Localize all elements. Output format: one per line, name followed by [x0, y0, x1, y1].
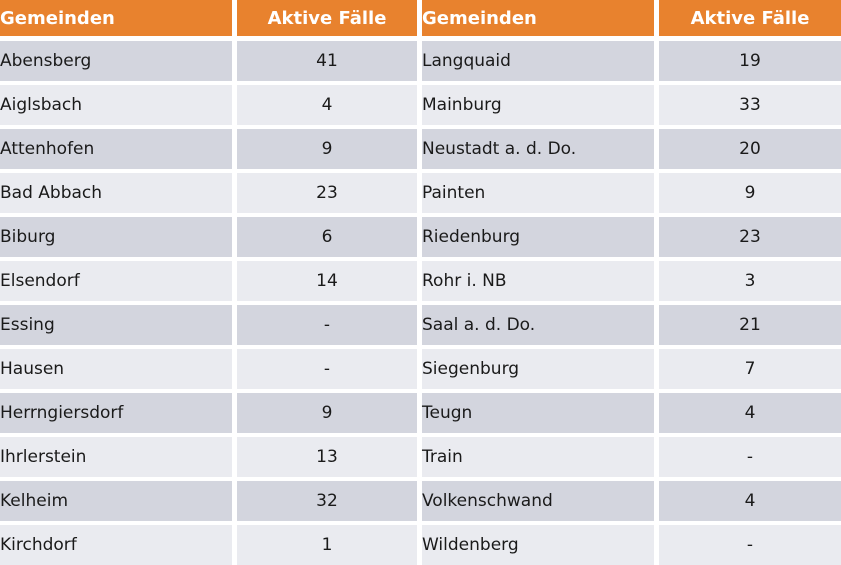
- table-row: Ihrlerstein 13 Train -: [0, 437, 841, 481]
- cases-cell: 7: [659, 349, 841, 393]
- gemeinde-cell: Aiglsbach: [0, 85, 237, 129]
- cases-cell: 32: [237, 481, 422, 525]
- gemeinde-cell: Teugn: [422, 393, 659, 437]
- gemeinde-cell: Kelheim: [0, 481, 237, 525]
- gemeinde-cell: Neustadt a. d. Do.: [422, 129, 659, 173]
- cases-cell: 6: [237, 217, 422, 261]
- gemeinde-cell: Saal a. d. Do.: [422, 305, 659, 349]
- cases-cell: 20: [659, 129, 841, 173]
- gemeinde-cell: Hausen: [0, 349, 237, 393]
- gemeinde-cell: Riedenburg: [422, 217, 659, 261]
- cases-cell: 21: [659, 305, 841, 349]
- table-row: Essing - Saal a. d. Do. 21: [0, 305, 841, 349]
- cases-cell: 33: [659, 85, 841, 129]
- cases-cell: 9: [237, 393, 422, 437]
- header-gemeinden-right: Gemeinden: [422, 0, 659, 41]
- table-header: Gemeinden Aktive Fälle Gemeinden Aktive …: [0, 0, 841, 41]
- table-row: Bad Abbach 23 Painten 9: [0, 173, 841, 217]
- gemeinde-cell: Siegenburg: [422, 349, 659, 393]
- gemeinde-cell: Kirchdorf: [0, 525, 237, 565]
- gemeinde-cell: Ihrlerstein: [0, 437, 237, 481]
- gemeinde-cell: Attenhofen: [0, 129, 237, 173]
- gemeinde-cell: Painten: [422, 173, 659, 217]
- header-row: Gemeinden Aktive Fälle Gemeinden Aktive …: [0, 0, 841, 41]
- table-row: Abensberg 41 Langquaid 19: [0, 41, 841, 85]
- table-row: Elsendorf 14 Rohr i. NB 3: [0, 261, 841, 305]
- gemeinde-cell: Herrngiersdorf: [0, 393, 237, 437]
- cases-cell: 23: [659, 217, 841, 261]
- header-aktive-faelle-left: Aktive Fälle: [237, 0, 422, 41]
- cases-cell: 4: [659, 481, 841, 525]
- cases-cell: -: [237, 305, 422, 349]
- gemeinde-cell: Rohr i. NB: [422, 261, 659, 305]
- gemeinde-cell: Abensberg: [0, 41, 237, 85]
- cases-cell: -: [237, 349, 422, 393]
- gemeinde-cell: Essing: [0, 305, 237, 349]
- table-row: Biburg 6 Riedenburg 23: [0, 217, 841, 261]
- table-row: Hausen - Siegenburg 7: [0, 349, 841, 393]
- cases-cell: 1: [237, 525, 422, 565]
- gemeinde-cell: Biburg: [0, 217, 237, 261]
- table-row: Herrngiersdorf 9 Teugn 4: [0, 393, 841, 437]
- cases-cell: 41: [237, 41, 422, 85]
- table-body: Abensberg 41 Langquaid 19 Aiglsbach 4 Ma…: [0, 41, 841, 565]
- cases-cell: 4: [237, 85, 422, 129]
- header-aktive-faelle-right: Aktive Fälle: [659, 0, 841, 41]
- gemeinde-cell: Elsendorf: [0, 261, 237, 305]
- table-row: Kelheim 32 Volkenschwand 4: [0, 481, 841, 525]
- cases-cell: -: [659, 437, 841, 481]
- table-row: Attenhofen 9 Neustadt a. d. Do. 20: [0, 129, 841, 173]
- cases-cell: 3: [659, 261, 841, 305]
- cases-cell: 13: [237, 437, 422, 481]
- cases-cell: -: [659, 525, 841, 565]
- gemeinde-cell: Mainburg: [422, 85, 659, 129]
- table-row: Aiglsbach 4 Mainburg 33: [0, 85, 841, 129]
- gemeinde-cell: Train: [422, 437, 659, 481]
- table-row: Kirchdorf 1 Wildenberg -: [0, 525, 841, 565]
- cases-cell: 9: [659, 173, 841, 217]
- gemeinde-cell: Volkenschwand: [422, 481, 659, 525]
- header-gemeinden-left: Gemeinden: [0, 0, 237, 41]
- cases-cell: 4: [659, 393, 841, 437]
- cases-cell: 19: [659, 41, 841, 85]
- gemeinde-cell: Langquaid: [422, 41, 659, 85]
- gemeinde-cell: Bad Abbach: [0, 173, 237, 217]
- cases-cell: 14: [237, 261, 422, 305]
- cases-cell: 9: [237, 129, 422, 173]
- gemeinde-cell: Wildenberg: [422, 525, 659, 565]
- cases-cell: 23: [237, 173, 422, 217]
